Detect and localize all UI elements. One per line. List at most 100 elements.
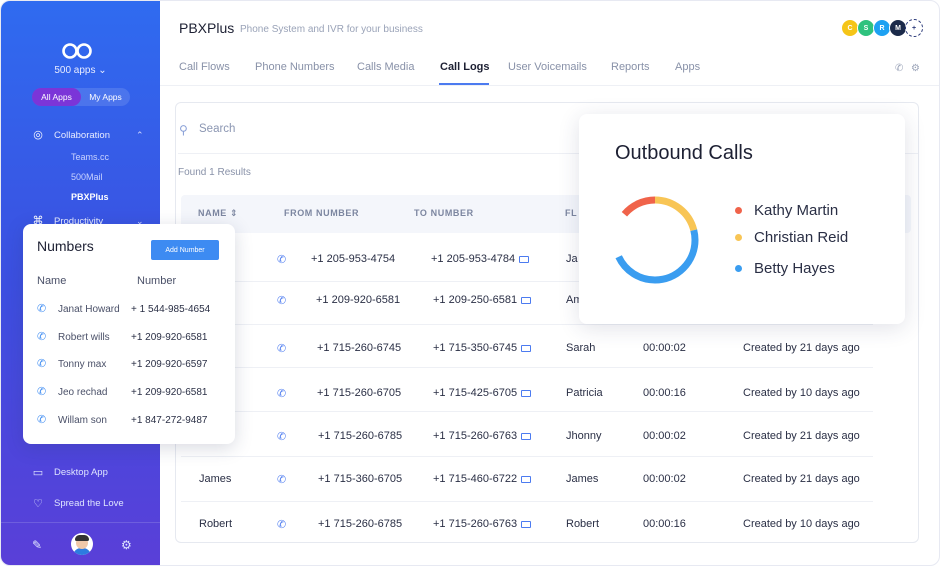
row-flow: Patricia	[566, 387, 603, 399]
row-from-number: +1 715-260-6705	[317, 387, 402, 399]
tab-call-logs[interactable]: Call Logs	[440, 61, 490, 73]
phone-number-value: +1 209-920-6581	[131, 387, 208, 398]
phone-icon[interactable]: ✆	[37, 358, 47, 370]
folder-icon[interactable]	[519, 255, 530, 263]
tab-apps[interactable]: Apps	[675, 61, 701, 73]
phone-icon[interactable]: ✆	[277, 343, 287, 355]
phone-icon[interactable]: ✆	[277, 474, 287, 486]
to-number-text: +1 715-460-6722	[433, 473, 518, 485]
row-duration: 00:00:02	[643, 430, 686, 442]
legend-dot-icon	[735, 265, 742, 272]
my-apps-tab[interactable]: My Apps	[89, 92, 122, 102]
numbers-col-name: Name	[37, 275, 67, 287]
add-user-icon[interactable]: +	[905, 19, 923, 37]
legend-dot-icon	[735, 207, 742, 214]
row-created: Created by 21 days ago	[743, 430, 860, 442]
apps-toggle: All Apps My Apps	[32, 88, 130, 106]
tab-reports[interactable]: Reports	[611, 61, 650, 73]
legend-label: Kathy Martin	[754, 202, 839, 219]
row-divider	[181, 324, 873, 325]
row-created: Created by 10 days ago	[743, 518, 860, 530]
row-from-number: +1 715-260-6785	[318, 430, 403, 442]
settings-icon[interactable]: ⚙	[911, 63, 920, 74]
sidebar-subitem-pbxplus[interactable]: PBXPlus	[71, 192, 109, 202]
row-to-number: +1 715-260-6763	[433, 518, 532, 530]
sidebar-subitem-teams[interactable]: Teams.cc	[71, 152, 110, 162]
legend-label: Christian Reid	[754, 229, 849, 246]
outbound-calls-title: Outbound Calls	[615, 142, 753, 164]
tab-phone-numbers[interactable]: Phone Numbers	[255, 61, 335, 73]
folder-icon[interactable]	[521, 296, 532, 304]
heart-icon: ♡	[33, 498, 43, 510]
row-to-number: +1 205-953-4784	[431, 253, 530, 265]
phone-icon[interactable]: ✆	[37, 331, 47, 343]
infinity-logo-icon[interactable]	[61, 41, 93, 61]
legend-item: Kathy Martin	[735, 202, 838, 219]
row-to-number: +1 715-425-6705	[433, 387, 532, 399]
numbers-col-number: Number	[137, 275, 177, 287]
app-title: PBXPlus	[179, 20, 235, 36]
gear-icon[interactable]: ⚙	[121, 538, 132, 552]
legend-dot-icon	[735, 234, 742, 241]
phone-icon[interactable]: ✆	[895, 63, 904, 74]
phone-icon[interactable]: ✆	[277, 295, 287, 307]
sidebar-item-label: Productivity	[54, 215, 104, 227]
tab-calls-media[interactable]: Calls Media	[357, 61, 415, 73]
column-header-name[interactable]: NAME ⇕	[198, 208, 238, 219]
column-header-from[interactable]: FROM NUMBER	[284, 208, 360, 218]
chevron-up-icon: ⌃	[136, 129, 144, 140]
number-owner-name: Tonny max	[58, 359, 107, 370]
to-number-text: +1 715-425-6705	[433, 387, 518, 399]
user-avatars[interactable]: C S R M +	[841, 19, 923, 39]
to-number-text: +1 209-250-6581	[433, 294, 518, 306]
row-from-number: +1 205-953-4754	[311, 253, 396, 265]
sidebar-item-collaboration[interactable]: ◎ Collaboration ⌃	[32, 129, 143, 141]
donut-slice-christian-reid	[611, 196, 699, 284]
rocket-icon[interactable]: ✎	[32, 538, 43, 552]
to-number-text: +1 715-260-6763	[433, 518, 518, 530]
all-apps-tab[interactable]: All Apps	[32, 88, 81, 106]
folder-icon[interactable]	[521, 432, 532, 440]
avatar[interactable]	[71, 533, 93, 555]
user-avatar[interactable]: M	[889, 19, 907, 37]
folder-icon[interactable]	[521, 520, 532, 528]
row-from-number: +1 715-260-6785	[318, 518, 403, 530]
folder-icon[interactable]	[521, 389, 532, 397]
row-created: Created by 10 days ago	[743, 387, 860, 399]
outbound-donut-chart	[611, 196, 699, 284]
tab-call-flows[interactable]: Call Flows	[179, 61, 230, 73]
row-divider	[181, 501, 873, 502]
search-input[interactable]: Search	[199, 123, 236, 135]
phone-icon[interactable]: ✆	[277, 431, 287, 443]
sidebar-item-productivity[interactable]: ⌘ Productivity ⌄	[32, 215, 144, 227]
folder-icon[interactable]	[521, 344, 532, 352]
phone-icon[interactable]: ✆	[37, 386, 47, 398]
row-duration: 00:00:16	[643, 387, 686, 399]
phone-icon[interactable]: ✆	[277, 519, 287, 531]
row-created: Created by 21 days ago	[743, 473, 860, 485]
folder-icon[interactable]	[521, 475, 532, 483]
sidebar-subitem-500mail[interactable]: 500Mail	[71, 172, 103, 182]
column-header-to[interactable]: TO NUMBER	[414, 208, 474, 218]
add-number-button[interactable]: Add Number	[151, 240, 219, 260]
column-header-flow[interactable]: FL	[565, 208, 578, 218]
numbers-card-title: Numbers	[37, 238, 94, 254]
spread-love-link[interactable]: ♡ Spread the Love	[32, 497, 124, 510]
row-flow: Am	[566, 294, 583, 306]
apps-count-dropdown[interactable]: 500 apps ⌄	[1, 65, 160, 76]
row-created: Created by 21 days ago	[743, 342, 860, 354]
tab-user-voicemails[interactable]: User Voicemails	[508, 61, 587, 73]
sidebar-item-label: Collaboration	[54, 129, 110, 141]
phone-number-value: +1 209-920-6597	[131, 359, 208, 370]
row-flow: Sarah	[566, 342, 596, 354]
row-from-number: +1 209-920-6581	[316, 294, 401, 306]
phone-icon[interactable]: ✆	[277, 254, 287, 266]
phone-icon[interactable]: ✆	[37, 303, 47, 315]
row-duration: 00:00:02	[643, 473, 686, 485]
globe-icon: ◎	[33, 129, 43, 141]
phone-icon[interactable]: ✆	[37, 414, 47, 426]
phone-icon[interactable]: ✆	[277, 388, 287, 400]
desktop-app-link[interactable]: ▭ Desktop App	[32, 466, 108, 479]
row-divider	[181, 367, 873, 368]
